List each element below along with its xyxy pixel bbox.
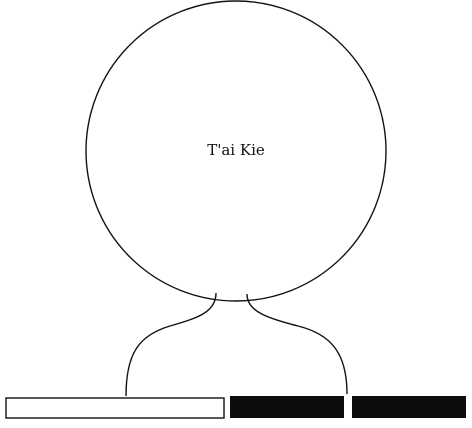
yang-line-bar [5,397,225,419]
yin-line-right-segment [352,396,466,418]
circle-label: T'ai Kie [207,141,265,159]
taiji-circle [85,0,387,302]
left-branch-curve [125,292,217,397]
yin-line-left-segment [230,396,344,418]
right-branch-curve [246,293,348,395]
